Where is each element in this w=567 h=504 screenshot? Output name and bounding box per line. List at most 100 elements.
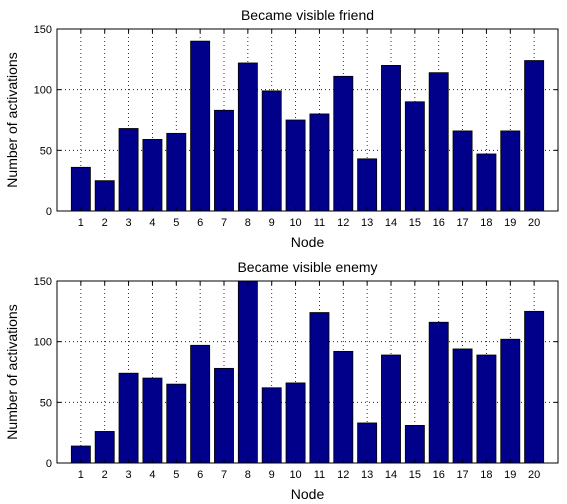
x-tick-label: 3 [126,217,132,229]
x-tick-label: 10 [289,217,301,229]
x-tick-label: 7 [221,469,227,481]
y-tick-label: 0 [46,458,52,470]
bar-node-20 [524,60,545,212]
plot-area [57,281,558,463]
bar-node-14 [381,65,401,212]
y-axis-label: Number of activations [4,304,20,439]
bar-node-20 [524,310,545,464]
x-tick-label: 17 [456,469,468,481]
bar-node-7 [214,367,234,464]
y-tick-label: 50 [40,397,52,409]
y-axis-label: Number of activations [4,52,20,187]
bar-node-7 [214,109,234,212]
bar-node-17 [452,348,473,464]
x-tick-label: 6 [197,469,203,481]
y-tick-label: 100 [34,85,52,97]
bar-node-12 [333,75,354,212]
y-tick-label: 100 [34,337,52,349]
x-tick-label: 16 [433,217,445,229]
bar-node-15 [404,424,425,464]
x-tick-label: 10 [289,469,301,481]
x-tick-label: 4 [149,217,155,229]
x-tick-label: 13 [361,217,373,229]
axes-frame [56,28,559,212]
x-tick-label: 3 [126,469,132,481]
bar-node-11 [309,113,330,212]
x-tick-label: 11 [314,469,325,481]
bar-node-11 [309,312,330,464]
bar-node-4 [142,139,163,212]
x-tick-label: 5 [173,217,179,229]
bar-node-3 [118,128,139,212]
axes-frame [56,280,559,464]
bar-node-12 [333,350,354,464]
bar-node-13 [357,422,378,464]
x-tick-label: 2 [102,469,108,481]
x-tick-label: 12 [337,469,349,481]
bar-node-19 [500,338,521,464]
x-tick-label: 2 [102,217,108,229]
bar-node-8 [237,280,258,464]
bar-node-4 [142,377,163,464]
bar-node-1 [70,166,91,212]
bar-node-6 [190,40,211,212]
x-axis-label: Node [291,486,325,502]
bar-node-3 [118,372,139,464]
bar-node-14 [381,354,401,464]
x-tick-label: 6 [197,217,203,229]
bar-node-9 [261,90,282,212]
bar-node-5 [166,132,187,212]
x-tick-label: 16 [433,469,445,481]
bar-node-16 [428,72,449,212]
x-tick-label: 20 [528,469,540,481]
x-tick-label: 15 [409,217,421,229]
y-tick-label: 50 [40,145,52,157]
x-tick-label: 13 [361,469,373,481]
x-tick-label: 9 [269,469,275,481]
x-tick-label: 15 [409,469,421,481]
bar-node-17 [452,130,473,212]
bar-node-10 [285,382,306,464]
x-tick-label: 8 [245,469,251,481]
x-tick-label: 14 [385,217,397,229]
y-tick-label: 150 [34,276,52,288]
bar-node-2 [94,431,115,464]
bar-node-19 [500,130,521,212]
x-tick-label: 8 [245,217,251,229]
bar-node-13 [357,158,378,212]
x-tick-label: 18 [480,217,492,229]
bar-node-6 [190,344,211,464]
x-tick-label: 1 [78,217,84,229]
x-tick-label: 17 [456,217,468,229]
x-tick-label: 14 [385,469,397,481]
bar-node-18 [476,354,497,464]
x-tick-label: 20 [528,217,540,229]
bar-node-9 [261,387,282,464]
x-axis-label: Node [291,234,325,250]
bar-node-5 [166,383,187,464]
chart-title: Became visible friend [241,7,374,23]
bar-node-15 [404,101,425,212]
x-tick-label: 1 [78,469,84,481]
x-tick-label: 12 [337,217,349,229]
y-tick-label: 0 [46,206,52,218]
bar-node-16 [428,321,449,464]
x-tick-label: 4 [149,469,155,481]
x-tick-label: 5 [173,469,179,481]
chart-title: Became visible enemy [237,259,377,275]
x-tick-label: 7 [221,217,227,229]
x-tick-label: 19 [504,217,516,229]
y-tick-label: 150 [34,24,52,36]
x-tick-label: 19 [504,469,516,481]
chart-panel-friend: 1 2 3 4 5 6 7 8 9 10 11 12 13 14 15 16 17 18 19 20050100150… [4,7,559,250]
x-tick-label: 18 [480,469,492,481]
chart-panel-enemy: 1 2 3 4 5 6 7 8 9 10 11 12 13 14 15 16 17 18 19 20050100150… [4,259,559,502]
plot-area [57,29,558,211]
bar-node-2 [94,180,115,212]
bar-node-18 [476,153,497,212]
x-tick-label: 9 [269,217,275,229]
x-tick-label: 11 [314,217,325,229]
bar-node-8 [237,62,258,212]
bar-node-10 [285,119,306,212]
